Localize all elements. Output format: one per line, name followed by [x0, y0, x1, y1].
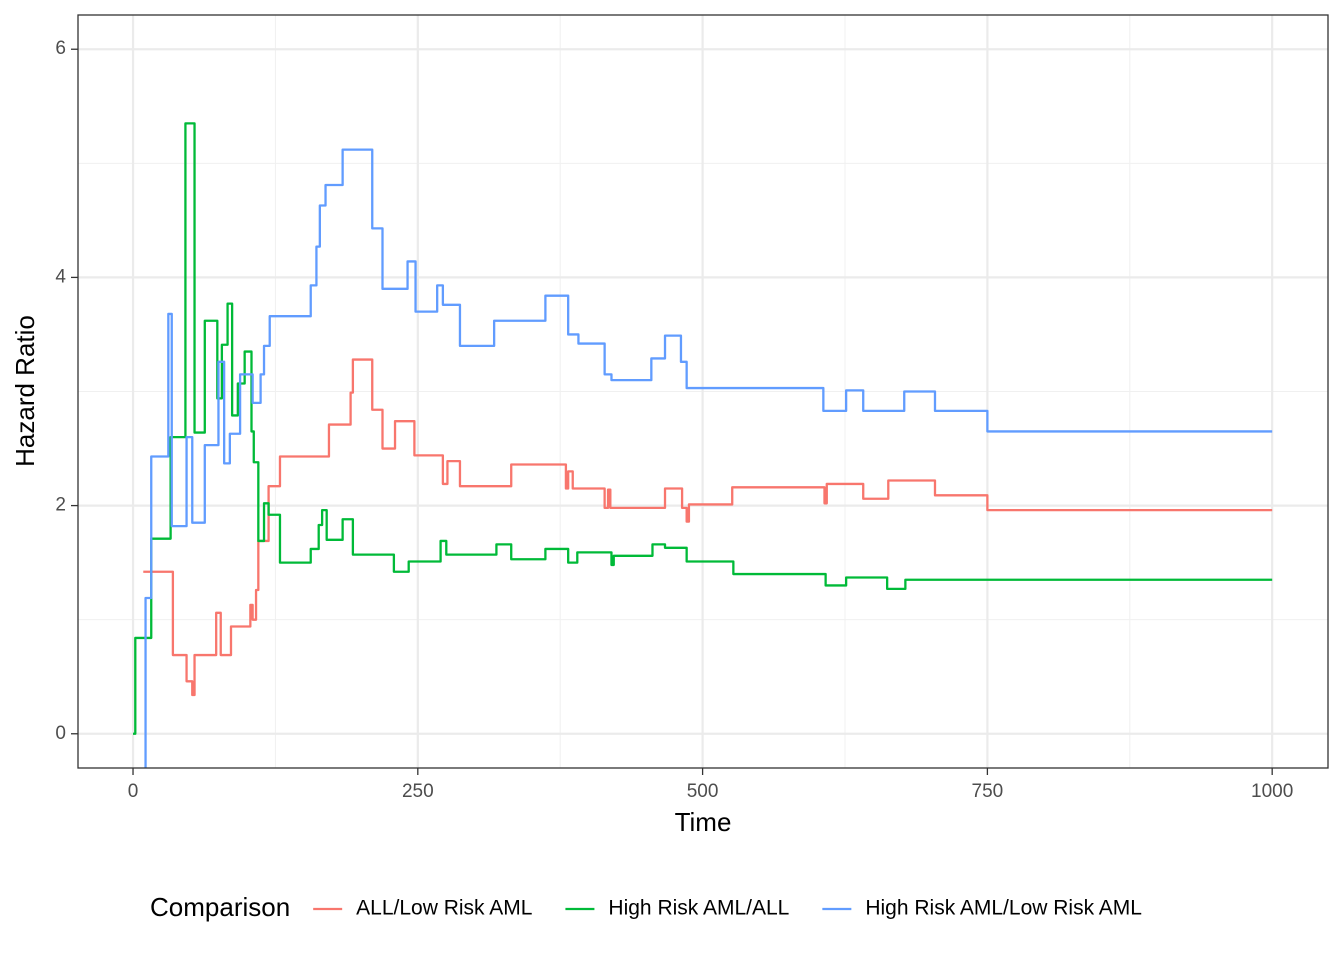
legend-title: Comparison — [150, 892, 290, 922]
y-tick-label: 2 — [55, 495, 66, 516]
y-tick-label: 6 — [55, 38, 66, 59]
x-tick-label: 1000 — [1251, 781, 1293, 802]
x-tick-label: 250 — [402, 781, 434, 802]
plot-lines — [133, 122, 1273, 768]
legend-label: High Risk AML/Low Risk AML — [865, 897, 1142, 920]
y-axis-title: Hazard Ratio — [10, 315, 40, 467]
x-tick-label: 500 — [687, 781, 719, 802]
series-line — [143, 358, 1273, 697]
y-tick-label: 4 — [55, 266, 66, 287]
x-tick-label: 0 — [128, 781, 139, 802]
y-tick-label: 0 — [55, 723, 66, 744]
legend-label: ALL/Low Risk AML — [356, 897, 532, 920]
series-line — [144, 148, 1273, 768]
legend-label: High Risk AML/ALL — [608, 897, 789, 920]
legend: Comparison ALL/Low Risk AML High Risk AML/… — [150, 892, 1142, 922]
x-tick-label: 750 — [972, 781, 1004, 802]
axes: 0 250 500 750 1000 0 2 4 6 — [55, 38, 1293, 802]
x-axis-title: Time — [675, 807, 732, 837]
